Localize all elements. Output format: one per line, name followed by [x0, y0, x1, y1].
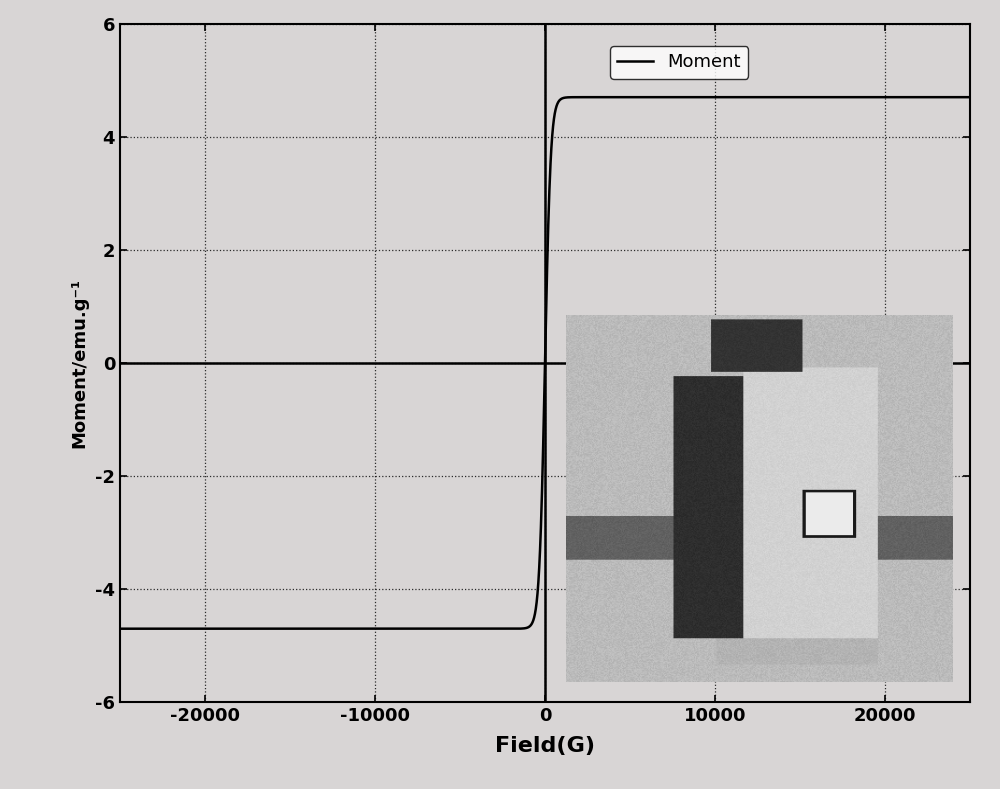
- X-axis label: Field(G): Field(G): [495, 736, 595, 756]
- Line: Moment: Moment: [120, 97, 970, 629]
- Moment: [211, 624, 223, 634]
- Moment: [948, 92, 960, 102]
- Moment: [440, 624, 452, 634]
- Moment: [647, 92, 659, 102]
- Y-axis label: Moment/emu.g⁻¹: Moment/emu.g⁻¹: [70, 278, 88, 448]
- Moment: [964, 92, 976, 102]
- Moment: [261, 624, 273, 634]
- Moment: [477, 624, 489, 634]
- Legend: Moment: Moment: [610, 47, 748, 79]
- Moment: [856, 92, 868, 102]
- Moment: [114, 624, 126, 634]
